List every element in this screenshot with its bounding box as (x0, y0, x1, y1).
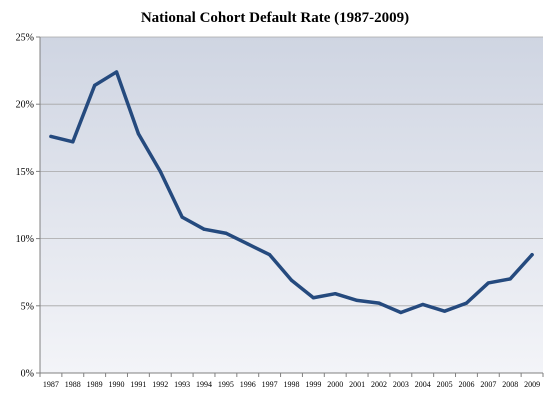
y-tick-label: 5% (21, 301, 34, 312)
data-point (530, 253, 534, 257)
y-axis-ticks: 0% 5% 10% 15% 20% 25% (16, 33, 40, 380)
data-point (377, 301, 381, 305)
data-point (508, 277, 512, 281)
x-tick-label: 2009 (524, 380, 540, 389)
data-point (49, 134, 53, 139)
y-tick-label: 25% (16, 33, 34, 44)
x-tick-label: 1988 (65, 380, 81, 389)
data-point (442, 309, 447, 313)
data-point (464, 301, 469, 305)
data-point (224, 231, 228, 235)
data-point (311, 296, 315, 300)
x-tick-label: 1998 (284, 380, 300, 389)
x-tick-label: 2002 (371, 380, 387, 389)
x-tick-label: 1995 (218, 380, 234, 389)
x-tick-label: 1999 (305, 380, 321, 389)
x-tick-label: 1994 (196, 380, 212, 389)
x-tick-label: 1987 (43, 380, 59, 389)
x-tick-label: 2007 (480, 380, 496, 389)
data-point (114, 70, 119, 74)
x-tick-label: 2004 (415, 380, 431, 389)
y-tick-label: 0% (21, 369, 34, 380)
axes (39, 37, 543, 374)
data-point (289, 278, 294, 282)
data-point (93, 83, 97, 87)
x-tick-label: 1996 (240, 380, 256, 389)
x-tick-label: 2005 (437, 380, 453, 389)
x-tick-label: 1997 (262, 380, 278, 389)
data-point (180, 215, 184, 219)
chart-title: National Cohort Default Rate (1987-2009) (141, 10, 409, 26)
x-tick-label: 1989 (87, 380, 103, 389)
data-point (333, 292, 337, 296)
x-tick-label: 2006 (458, 380, 474, 389)
y-tick-label: 20% (16, 100, 34, 111)
data-point (158, 169, 162, 173)
x-axis-ticks: 1987 1988 1989 1990 1991 1992 1993 1994 1995 1996… (39, 373, 544, 389)
series (49, 70, 534, 315)
data-point (136, 132, 141, 136)
data-point (421, 302, 425, 307)
x-tick-label: 2001 (349, 380, 365, 389)
x-tick-label: 1992 (152, 380, 168, 389)
data-point (202, 227, 206, 231)
data-point (71, 140, 75, 144)
y-tick-label: 10% (16, 234, 34, 245)
data-point (246, 242, 250, 246)
x-tick-label: 2000 (327, 380, 343, 389)
x-tick-label: 1993 (174, 380, 190, 389)
y-tick-label: 15% (16, 167, 34, 178)
data-point (268, 253, 272, 257)
x-tick-label: 1990 (109, 380, 125, 389)
data-point (486, 281, 490, 285)
plot-area (40, 37, 543, 373)
data-point (355, 298, 359, 303)
x-tick-label: 2003 (393, 380, 409, 389)
x-tick-label: 1991 (130, 380, 146, 389)
x-tick-label: 2008 (502, 380, 518, 389)
data-point (399, 310, 403, 315)
